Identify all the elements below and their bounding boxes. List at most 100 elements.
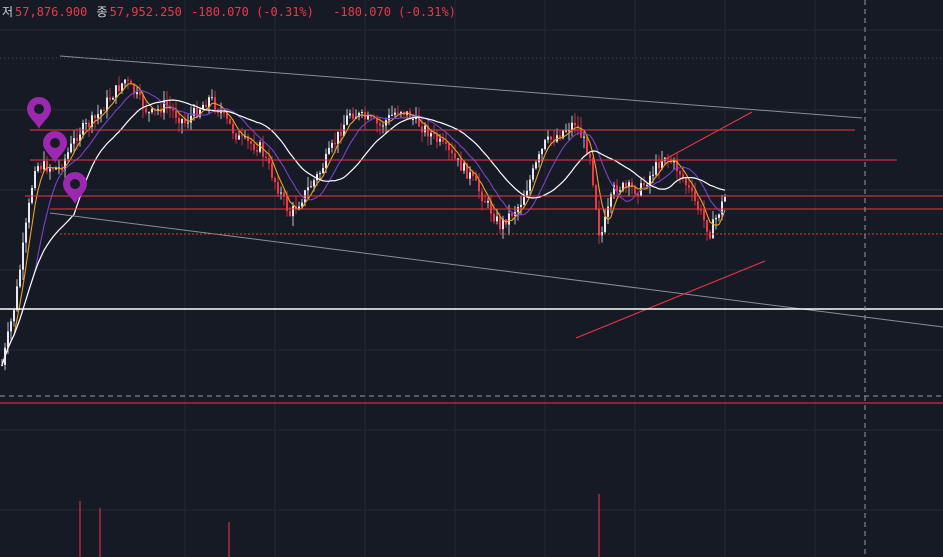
- candle-body-112: [337, 131, 339, 145]
- candle-body-113: [340, 131, 342, 137]
- candle-body-167: [502, 219, 504, 230]
- candle-body-65: [196, 107, 198, 117]
- candle-body-207: [622, 182, 624, 191]
- candle-body-237: [712, 219, 714, 239]
- candle-body-142: [427, 125, 429, 137]
- candle-body-195: [586, 136, 588, 155]
- candle-body-178: [535, 162, 537, 169]
- candle-body-84: [253, 144, 255, 150]
- candle-body-4: [13, 310, 15, 322]
- candle-body-175: [526, 190, 528, 197]
- candle-body-35: [106, 97, 108, 112]
- candle-body-32: [97, 114, 99, 119]
- candle-body-137: [412, 118, 414, 120]
- trendline-rising-resistance: [659, 111, 753, 163]
- candle-body-116: [349, 113, 351, 116]
- candle-body-139: [418, 115, 420, 127]
- candle-body-214: [643, 183, 645, 186]
- candle-body-226: [679, 171, 681, 175]
- candle-body-132: [397, 112, 399, 114]
- candle-body-181: [544, 139, 546, 150]
- map-pin-hole-1: [34, 104, 44, 114]
- candle-body-61: [184, 119, 186, 124]
- candle-body-22: [67, 152, 69, 159]
- candle-body-183: [550, 136, 552, 140]
- candle-body-78: [235, 133, 237, 140]
- candle-body-29: [88, 122, 90, 127]
- candle-body-212: [637, 193, 639, 196]
- candle-body-157: [472, 172, 474, 176]
- candle-body-21: [64, 158, 66, 171]
- candle-body-187: [562, 130, 564, 139]
- candle-body-80: [241, 135, 243, 137]
- candle-body-196: [589, 154, 591, 158]
- candle-body-163: [490, 200, 492, 214]
- close-label: 종: [96, 5, 108, 19]
- candle-body-197: [592, 157, 594, 186]
- candle-body-39: [118, 85, 120, 92]
- candle-body-170: [511, 213, 513, 216]
- candle-body-89: [268, 158, 270, 164]
- candle-body-199: [598, 209, 600, 236]
- candle-body-155: [466, 163, 468, 179]
- candle-body-57: [172, 108, 174, 111]
- candle-body-177: [532, 168, 534, 180]
- candle-body-51: [154, 108, 156, 110]
- candle-body-93: [280, 192, 282, 194]
- candle-body-211: [634, 186, 636, 194]
- candle-body-66: [199, 109, 201, 117]
- candle-body-117: [352, 113, 354, 119]
- candle-body-240: [721, 201, 723, 215]
- candle-body-115: [346, 115, 348, 125]
- candle-body-99: [298, 206, 300, 210]
- candle-body-239: [718, 214, 720, 218]
- candle-body-14: [43, 161, 45, 170]
- candle-body-190: [571, 122, 573, 131]
- candle-body-46: [139, 92, 141, 96]
- candle-body-54: [163, 100, 165, 113]
- candle-body-88: [265, 156, 267, 159]
- candle-body-8: [25, 222, 27, 243]
- candle-body-238: [715, 217, 717, 220]
- candle-body-234: [703, 210, 705, 221]
- candle-body-225: [676, 160, 678, 172]
- candle-body-82: [247, 136, 249, 142]
- candle-body-17: [52, 168, 54, 170]
- candle-body-208: [625, 182, 627, 187]
- ohlc-legend: 저 57,876.900 종 57,952.250 -180.070 (-0.31%…: [2, 3, 458, 20]
- candle-body-23: [70, 143, 72, 153]
- candle-body-192: [577, 125, 579, 128]
- candle-body-174: [523, 196, 525, 205]
- ma-mid-line: [1, 89, 726, 366]
- candle-body-48: [145, 108, 147, 113]
- candle-body-136: [409, 111, 411, 120]
- candle-body-59: [178, 118, 180, 124]
- candle-body-68: [205, 104, 207, 108]
- candle-body-241: [724, 196, 726, 202]
- low-value: 57,876.900: [15, 5, 88, 19]
- trendline-upper: [59, 55, 863, 119]
- candle-body-73: [220, 112, 222, 114]
- candle-body-165: [496, 216, 498, 222]
- candle-body-164: [493, 213, 495, 222]
- candle-body-146: [439, 138, 441, 142]
- candle-body-102: [307, 187, 309, 191]
- candle-body-232: [697, 201, 699, 210]
- candle-body-210: [631, 182, 633, 187]
- candle-body-149: [448, 143, 450, 151]
- candle-body-26: [79, 134, 81, 141]
- candle-body-90: [271, 163, 273, 178]
- candle-body-188: [565, 130, 567, 132]
- candle-body-104: [313, 180, 315, 187]
- candle-body-110: [331, 142, 333, 148]
- candle-body-147: [442, 138, 444, 142]
- candle-body-52: [157, 108, 159, 110]
- candle-body-27: [82, 123, 84, 135]
- candle-body-45: [136, 92, 138, 95]
- change-value-repeat: -180.070 (-0.31%): [333, 5, 456, 19]
- candle-body-67: [202, 104, 204, 110]
- candle-body-19: [58, 167, 60, 169]
- candle-body-58: [175, 110, 177, 119]
